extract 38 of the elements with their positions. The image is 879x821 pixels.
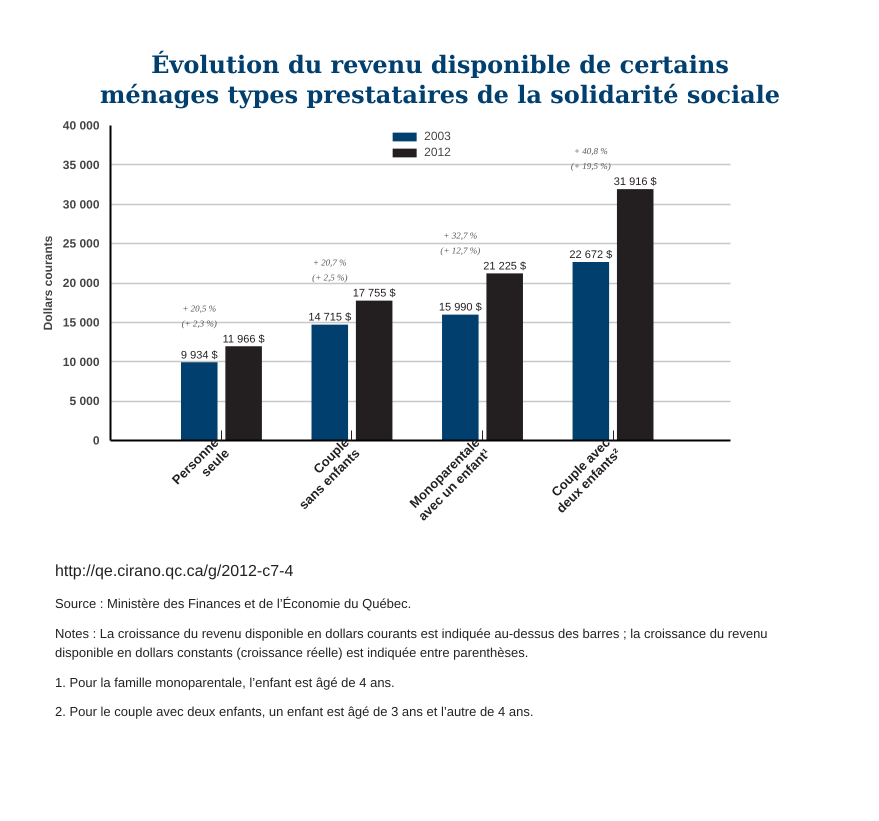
data-label: 15 990 $ [438,302,482,314]
data-label: 31 916 $ [614,176,657,188]
data-label: 9 934 $ [180,349,218,362]
text: http://qe.cirano.qc.ca/g/2012-c7-4 [55,562,294,582]
y-tick-label: 10 000 [62,354,100,369]
data-label: 22 672 $ [569,248,612,261]
data-label: 21 225 $ [483,260,526,272]
bar [180,362,218,440]
data-label: 17 755 $ [352,288,396,300]
y-axis-title: Dollars courants [40,235,55,330]
source-note: Source : Ministère des Finances et de l’Économie du Québec. [55,595,412,613]
data-label: 11 966 $ [222,333,265,346]
bar [616,189,654,440]
bar [572,262,610,440]
y-tick-label: 5 000 [69,394,100,408]
bar [312,324,348,440]
bar [486,273,523,440]
annotation: + 40,8 % (+ 19,5 %) [570,146,611,172]
annotation: + 32,7 % (+ 12,7 %) [440,230,480,256]
y-tick-label: 25 000 [62,236,100,251]
bar [225,346,262,440]
y-tick-label: 35 000 [62,158,100,172]
data-label: 14 715 $ [308,312,352,324]
y-tick-label: 20 000 [62,276,100,290]
y-tick-label: 15 000 [62,315,100,330]
y-tick-label: 0 [92,434,100,448]
annotation: + 20,7 % (+ 2,5 %) [312,258,348,283]
y-tick-label: 30 000 [62,197,100,212]
text: 2. Pour le couple avec deux enfants, un enfant est âgé de 3 ans et l’autre de 4 ans. [55,703,534,721]
chart-title: Évolution du revenu disponible de certains ménages types prestataires de la solidarité sociale [98,50,782,110]
legend-label: 2012 [424,145,451,159]
bar [442,314,479,440]
bar [356,300,392,440]
legend-label: 2003 [424,129,451,143]
text: 1. Pour la famille monoparentale, l’enfant est âgé de 4 ans. [55,674,395,692]
text: Notes : La croissance du revenu disponible en dollars courants est indiquée au-dessus des barres ; la croissance du revenu disponible en dollars constants (croissance réelle) est indiquée entre parenthèses. [55,624,769,662]
y-tick-label: 40 000 [62,118,100,132]
annotation: + 20,5 % (+ 2,3 %) [182,303,217,328]
